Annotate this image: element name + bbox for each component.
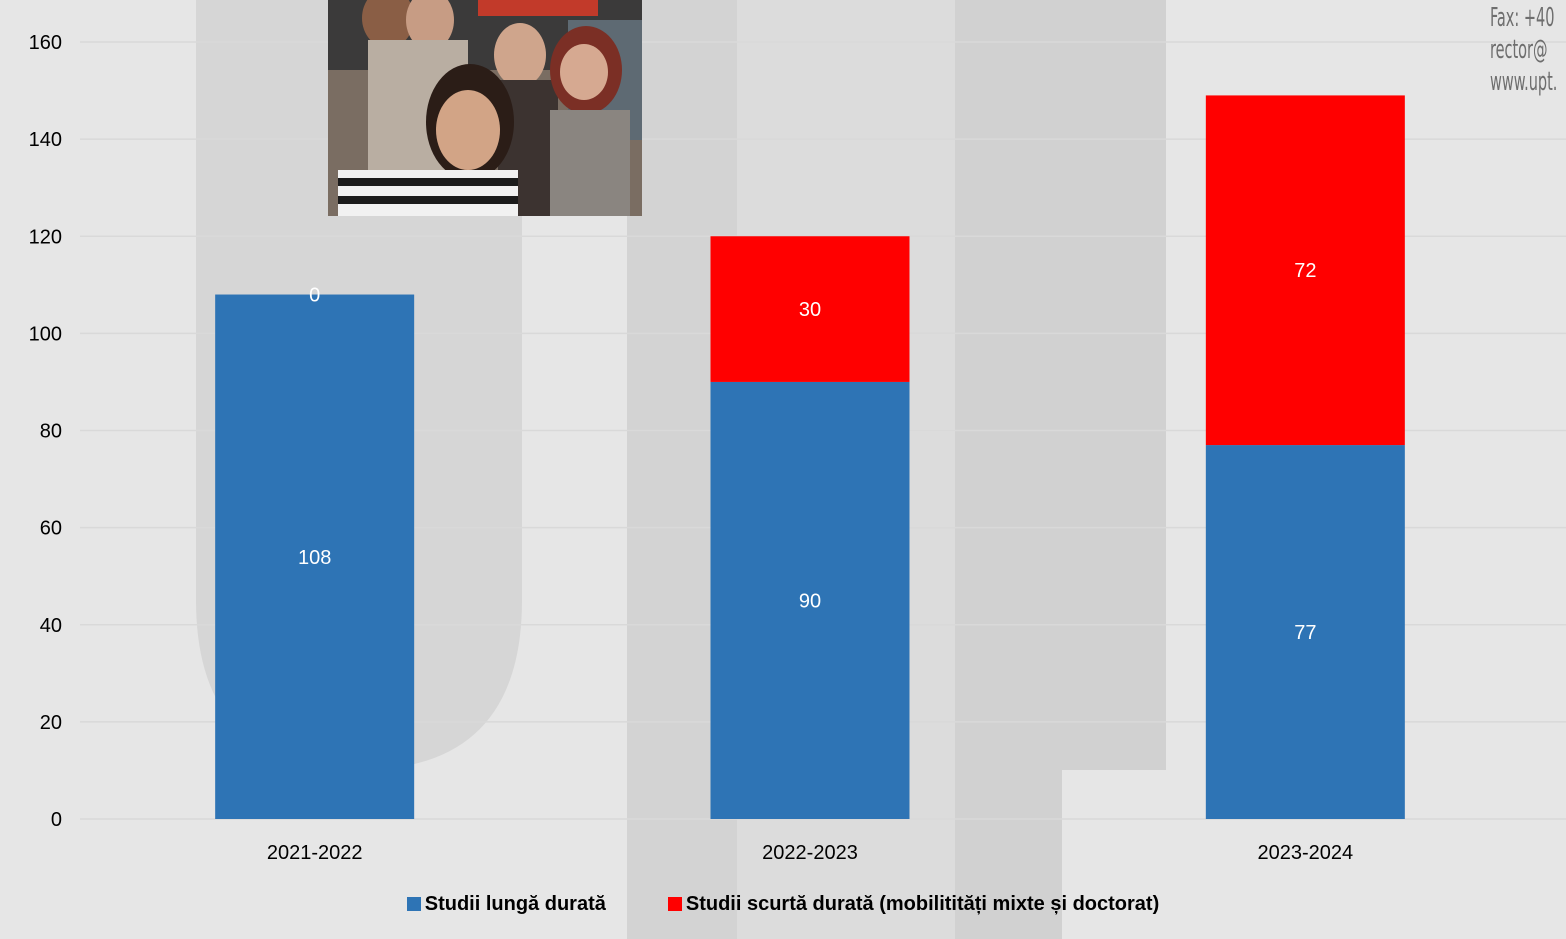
data-label: 108: [298, 547, 331, 569]
legend-swatch-short: [667, 897, 682, 911]
y-tick-label: 100: [29, 323, 62, 345]
bar-long: [215, 294, 415, 819]
email-text: rector@: [1490, 35, 1548, 65]
legend-label-short: Studii scurtă durată (mobilitități mixte…: [685, 892, 1160, 915]
website-text: www.upt.: [1490, 67, 1558, 97]
data-label: 0: [309, 285, 320, 307]
bar-long: [1205, 445, 1405, 819]
x-tick-label: 2022-2023: [762, 842, 858, 864]
y-tick-label: 0: [51, 809, 62, 831]
fax-text: Fax: +40: [1490, 3, 1555, 33]
y-tick-label: 140: [29, 129, 62, 151]
bar-short: [1205, 95, 1405, 446]
y-tick-label: 80: [40, 421, 62, 443]
x-tick-label: 2023-2024: [1258, 842, 1354, 864]
contact-corner-text: Fax: +40 rector@ www.upt.: [1490, 2, 1558, 98]
y-axis-ticks: 0 20 40 60 80 100 120 140 160: [29, 32, 62, 831]
legend-swatch-long: [406, 897, 421, 911]
y-tick-label: 160: [29, 32, 62, 54]
bar-long: [710, 381, 910, 819]
data-label: 72: [1294, 260, 1316, 282]
y-tick-label: 120: [29, 226, 62, 248]
x-tick-label: 2021-2022: [267, 842, 363, 864]
data-label: 90: [799, 590, 821, 612]
y-tick-label: 40: [40, 615, 62, 637]
x-axis-ticks: 2021-2022 2022-2023 2023-2024: [267, 842, 1353, 864]
y-tick-label: 60: [40, 518, 62, 540]
data-labels: 108 0 90 30 77 72: [298, 260, 1316, 644]
legend-item-long: Studii lungă durată: [406, 892, 606, 916]
bar-short: [710, 236, 910, 382]
chart-legend: Studii lungă durată Studii scurtă durată…: [0, 892, 1566, 916]
data-label: 30: [799, 299, 821, 321]
y-tick-label: 20: [40, 712, 62, 734]
group-selfie-photo: [328, 0, 642, 216]
bars: [215, 95, 1405, 819]
legend-item-short: Studii scurtă durată (mobilitități mixte…: [667, 892, 1160, 916]
data-label: 77: [1294, 622, 1316, 644]
legend-label-long: Studii lungă durată: [424, 892, 606, 915]
